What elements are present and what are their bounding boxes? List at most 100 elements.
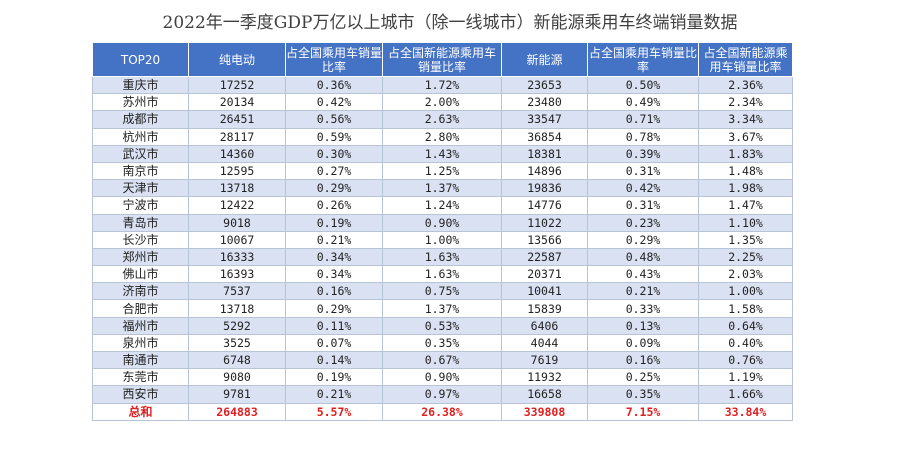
col-header-rank: TOP20 bbox=[92, 42, 189, 77]
nev-share-nev-cell: 1.58% bbox=[698, 299, 793, 318]
city-cell: 苏州市 bbox=[92, 93, 189, 112]
table-row: 南通市 6748 0.14% 0.67% 7619 0.16% 0.76% bbox=[92, 350, 793, 370]
bev-share-nev-cell: 1.37% bbox=[382, 179, 502, 198]
nev-share-all-cell: 0.31% bbox=[587, 161, 699, 181]
nev-cell: 23480 bbox=[501, 93, 588, 112]
nev-cell: 7619 bbox=[501, 350, 588, 370]
table-row: 重庆市 17252 0.36% 1.72% 23653 0.50% 2.36% bbox=[92, 75, 793, 95]
bev-share-all-cell: 0.07% bbox=[285, 333, 383, 353]
nev-share-all-cell: 0.16% bbox=[587, 350, 699, 370]
bev-share-nev-cell: 2.63% bbox=[382, 110, 502, 129]
nev-share-nev-cell: 1.10% bbox=[698, 213, 793, 232]
bev-cell: 13718 bbox=[188, 179, 286, 198]
bev-share-nev-cell: 0.97% bbox=[382, 385, 502, 404]
city-cell: 南京市 bbox=[92, 161, 189, 181]
nev-share-nev-cell: 1.48% bbox=[698, 161, 793, 181]
nev-share-nev-cell: 1.66% bbox=[698, 385, 793, 404]
bev-share-all-cell: 0.19% bbox=[285, 213, 383, 232]
bev-share-all-cell: 0.30% bbox=[285, 144, 383, 163]
nev-share-nev-cell: 1.98% bbox=[698, 179, 793, 198]
nev-cell: 16658 bbox=[501, 385, 588, 404]
table-row: 福州市 5292 0.11% 0.53% 6406 0.13% 0.64% bbox=[92, 316, 793, 335]
nev-cell: 20371 bbox=[501, 265, 588, 284]
nev-share-nev-cell: 0.40% bbox=[698, 333, 793, 353]
city-cell: 青岛市 bbox=[92, 213, 189, 232]
table-row: 西安市 9781 0.21% 0.97% 16658 0.35% 1.66% bbox=[92, 385, 793, 404]
bev-cell: 16333 bbox=[188, 247, 286, 267]
nev-cell: 6406 bbox=[501, 316, 588, 335]
table-row: 泉州市 3525 0.07% 0.35% 4044 0.09% 0.40% bbox=[92, 333, 793, 353]
col-header-bev-share-all: 占全国乘用车销量比率 bbox=[285, 42, 383, 77]
bev-cell: 3525 bbox=[188, 333, 286, 353]
nev-share-nev-cell: 3.67% bbox=[698, 127, 793, 146]
table-row: 南京市 12595 0.27% 1.25% 14896 0.31% 1.48% bbox=[92, 161, 793, 181]
bev-cell: 9080 bbox=[188, 368, 286, 387]
table-row: 济南市 7537 0.16% 0.75% 10041 0.21% 1.00% bbox=[92, 282, 793, 301]
nev-share-nev-cell: 2.34% bbox=[698, 93, 793, 112]
nev-cell: 33547 bbox=[501, 110, 588, 129]
total-row: 总和 264883 5.57% 26.38% 339808 7.15% 33.84% bbox=[92, 402, 793, 421]
nev-cell: 18381 bbox=[501, 144, 588, 163]
bev-cell: 14360 bbox=[188, 144, 286, 163]
bev-share-all-cell: 0.27% bbox=[285, 161, 383, 181]
nev-share-all-cell: 0.43% bbox=[587, 265, 699, 284]
nev-cell: 22587 bbox=[501, 247, 588, 267]
table-row: 杭州市 28117 0.59% 2.80% 36854 0.78% 3.67% bbox=[92, 127, 793, 146]
bev-share-nev-cell: 1.72% bbox=[382, 75, 502, 95]
nev-share-nev-cell: 2.03% bbox=[698, 265, 793, 284]
table-row: 天津市 13718 0.29% 1.37% 19836 0.42% 1.98% bbox=[92, 179, 793, 198]
col-header-nev-share-nev: 占全国新能源乘用车销量比率 bbox=[698, 42, 793, 77]
bev-cell: 13718 bbox=[188, 299, 286, 318]
bev-share-nev-cell: 0.67% bbox=[382, 350, 502, 370]
bev-share-all-cell: 0.21% bbox=[285, 385, 383, 404]
nev-share-nev-cell: 0.76% bbox=[698, 350, 793, 370]
nev-share-all-cell: 0.50% bbox=[587, 75, 699, 95]
col-header-bev-share-nev: 占全国新能源乘用车销量比率 bbox=[382, 42, 502, 77]
table-row: 东莞市 9080 0.19% 0.90% 11932 0.25% 1.19% bbox=[92, 368, 793, 387]
total-bev-share-nev-cell: 26.38% bbox=[382, 402, 502, 421]
bev-cell: 20134 bbox=[188, 93, 286, 112]
city-cell: 南通市 bbox=[92, 350, 189, 370]
nev-share-all-cell: 0.33% bbox=[587, 299, 699, 318]
city-cell: 郑州市 bbox=[92, 247, 189, 267]
bev-share-nev-cell: 1.63% bbox=[382, 247, 502, 267]
total-bev-cell: 264883 bbox=[188, 402, 286, 421]
city-cell: 重庆市 bbox=[92, 75, 189, 95]
nev-cell: 11932 bbox=[501, 368, 588, 387]
city-cell: 天津市 bbox=[92, 179, 189, 198]
total-city-cell: 总和 bbox=[92, 402, 189, 421]
nev-share-nev-cell: 1.83% bbox=[698, 144, 793, 163]
nev-share-all-cell: 0.39% bbox=[587, 144, 699, 163]
bev-share-nev-cell: 1.37% bbox=[382, 299, 502, 318]
city-cell: 杭州市 bbox=[92, 127, 189, 146]
bev-share-nev-cell: 2.00% bbox=[382, 93, 502, 112]
city-cell: 长沙市 bbox=[92, 230, 189, 249]
bev-share-all-cell: 0.59% bbox=[285, 127, 383, 146]
table-row: 宁波市 12422 0.26% 1.24% 14776 0.31% 1.47% bbox=[92, 196, 793, 215]
table-row: 佛山市 16393 0.34% 1.63% 20371 0.43% 2.03% bbox=[92, 265, 793, 284]
bev-cell: 16393 bbox=[188, 265, 286, 284]
sales-table: TOP20 纯电动 占全国乘用车销量比率 占全国新能源乘用车销量比率 新能源 占… bbox=[92, 42, 793, 421]
bev-cell: 10067 bbox=[188, 230, 286, 249]
bev-cell: 17252 bbox=[188, 75, 286, 95]
nev-share-all-cell: 0.49% bbox=[587, 93, 699, 112]
total-nev-share-nev-cell: 33.84% bbox=[698, 402, 793, 421]
nev-share-all-cell: 0.23% bbox=[587, 213, 699, 232]
col-header-nev: 新能源 bbox=[501, 42, 588, 77]
bev-share-nev-cell: 1.43% bbox=[382, 144, 502, 163]
bev-share-nev-cell: 1.25% bbox=[382, 161, 502, 181]
table-row: 郑州市 16333 0.34% 1.63% 22587 0.48% 2.25% bbox=[92, 247, 793, 267]
bev-share-nev-cell: 0.90% bbox=[382, 368, 502, 387]
nev-share-all-cell: 0.35% bbox=[587, 385, 699, 404]
bev-share-all-cell: 0.34% bbox=[285, 247, 383, 267]
nev-share-all-cell: 0.09% bbox=[587, 333, 699, 353]
table-row: 武汉市 14360 0.30% 1.43% 18381 0.39% 1.83% bbox=[92, 144, 793, 163]
nev-share-all-cell: 0.42% bbox=[587, 179, 699, 198]
table-row: 成都市 26451 0.56% 2.63% 33547 0.71% 3.34% bbox=[92, 110, 793, 129]
bev-share-all-cell: 0.36% bbox=[285, 75, 383, 95]
nev-cell: 36854 bbox=[501, 127, 588, 146]
nev-cell: 14776 bbox=[501, 196, 588, 215]
bev-share-nev-cell: 0.75% bbox=[382, 282, 502, 301]
total-bev-share-all-cell: 5.57% bbox=[285, 402, 383, 421]
city-cell: 泉州市 bbox=[92, 333, 189, 353]
